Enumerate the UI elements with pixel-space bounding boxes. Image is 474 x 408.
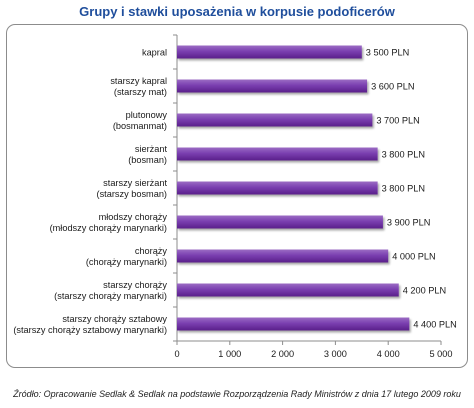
source-note: Źródło: Opracowanie Sedlak & Sedlak na p… [13,389,461,399]
x-tick-label: 3 000 [324,349,347,359]
chart-title: Grupy i stawki uposażenia w korpusie pod… [79,4,395,19]
bar-value-label: 3 600 PLN [371,81,414,91]
bar-value-label: 3 800 PLN [382,149,425,159]
category-label: starszy chorąży sztabowy [62,314,167,324]
bar-value-label: 3 900 PLN [387,217,430,227]
category-label: sierżant [135,144,168,154]
x-tick-label: 5 000 [430,349,453,359]
bar [177,215,383,229]
x-tick-label: 4 000 [377,349,400,359]
bar [177,181,378,195]
category-label: (starszy chorąży sztabowy marynarki) [13,325,167,335]
x-tick-label: 0 [174,349,179,359]
x-tick-label: 2 000 [271,349,294,359]
bar-value-label: 4 200 PLN [403,285,446,295]
category-label: (starszy mat) [114,87,167,97]
bar [177,283,399,297]
x-tick-label: 1 000 [218,349,241,359]
bar [177,147,378,161]
category-label: starszy kapral [110,76,167,86]
category-label: kapral [142,47,167,57]
bar [177,317,410,331]
bar-value-label: 3 800 PLN [382,183,425,193]
category-label: młodszy chorąży [99,212,168,222]
category-label: (bosman) [128,155,167,165]
category-label: (młodszy chorąży marynarki) [50,223,167,233]
chart-frame [6,24,468,368]
category-label: starszy sierżant [103,178,167,188]
bar-value-label: 4 400 PLN [413,319,456,329]
category-label: (starszy chorąży marynarki) [54,291,167,301]
category-label: chorąży [135,246,168,256]
bar-value-label: 3 700 PLN [376,115,419,125]
category-label: (bosmanmat) [113,121,167,131]
bar [177,249,389,263]
category-label: (starszy bosman) [97,189,167,199]
bar-value-label: 3 500 PLN [366,47,409,57]
category-label: plutonowy [126,110,168,120]
bar [177,45,362,59]
category-label: starszy chorąży [103,280,167,290]
bar [177,113,373,127]
bar [177,79,368,93]
bar-value-label: 4 000 PLN [392,251,435,261]
category-label: (chorąży marynarki) [86,257,167,267]
